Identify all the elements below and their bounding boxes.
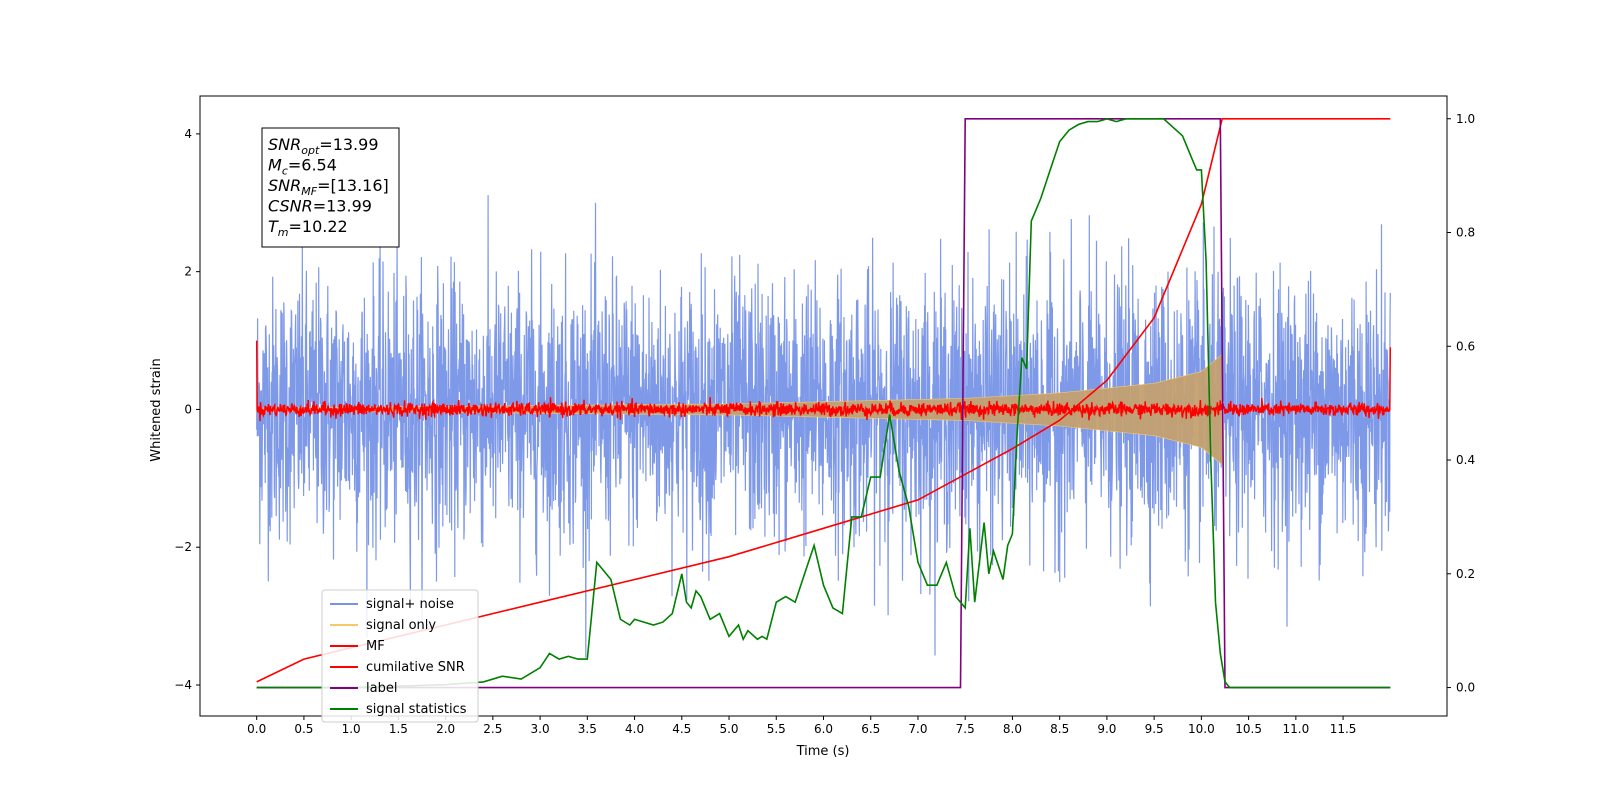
y-tick-label: 2 bbox=[184, 265, 192, 279]
x-tick-label: 4.0 bbox=[625, 722, 644, 736]
x-tick-label: 0.5 bbox=[294, 722, 313, 736]
x-tick-label: 6.5 bbox=[861, 722, 880, 736]
y2-tick-label: 0.4 bbox=[1456, 453, 1475, 467]
annotation-line: SNRMF=[13.16] bbox=[268, 176, 389, 198]
x-tick-label: 8.0 bbox=[1003, 722, 1022, 736]
y-tick-label: 0 bbox=[184, 402, 192, 416]
x-tick-label: 9.0 bbox=[1097, 722, 1116, 736]
y-axis-label: Whitened strain bbox=[149, 358, 164, 461]
y-tick-label: −2 bbox=[174, 540, 192, 554]
x-tick-label: 3.0 bbox=[531, 722, 550, 736]
series-mf bbox=[255, 340, 1392, 422]
x-tick-label: 4.5 bbox=[672, 722, 691, 736]
series-signal-statistics bbox=[256, 117, 1391, 689]
x-tick-label: 1.5 bbox=[389, 722, 408, 736]
legend-label: MF bbox=[366, 639, 385, 654]
annotation-line: Mc=6.54 bbox=[268, 156, 337, 178]
legend-label: signal only bbox=[366, 618, 436, 633]
legend-label: signal statistics bbox=[366, 702, 467, 717]
x-axis-label: Time (s) bbox=[796, 744, 850, 759]
legend: signal+ noise signal only MF cumilative SNR… bbox=[321, 589, 479, 723]
x-tick-label: 7.5 bbox=[956, 722, 975, 736]
x-tick-label: 6.0 bbox=[814, 722, 833, 736]
y2-tick-label: 0.0 bbox=[1456, 681, 1475, 695]
annotation-line: Tm=10.22 bbox=[268, 217, 348, 239]
x-tick-label: 11.0 bbox=[1282, 722, 1309, 736]
x-tick-label: 2.0 bbox=[436, 722, 455, 736]
y2-tick-label: 0.8 bbox=[1456, 226, 1475, 240]
x-tick-label: 11.5 bbox=[1330, 722, 1357, 736]
y2-tick-label: 1.0 bbox=[1456, 112, 1475, 126]
x-tick-label: 1.0 bbox=[342, 722, 361, 736]
x-tick-label: 5.5 bbox=[767, 722, 786, 736]
parameter-annotation: SNRopt=13.99Mc=6.54SNRMF=[13.16]CSNR=13.… bbox=[261, 127, 400, 248]
annotation-line: SNRopt=13.99 bbox=[268, 135, 379, 157]
annotation-box bbox=[261, 127, 400, 248]
x-tick-label: 2.5 bbox=[483, 722, 502, 736]
x-tick-label: 10.5 bbox=[1235, 722, 1262, 736]
x-tick-label: 5.0 bbox=[719, 722, 738, 736]
annotation-line: CSNR=13.99 bbox=[268, 197, 372, 216]
x-tick-label: 0.0 bbox=[247, 722, 266, 736]
x-tick-label: 8.5 bbox=[1050, 722, 1069, 736]
y-tick-label: 4 bbox=[184, 127, 192, 141]
x-tick-label: 9.5 bbox=[1145, 722, 1164, 736]
legend-label: label bbox=[366, 681, 397, 696]
y2-tick-label: 0.2 bbox=[1456, 567, 1475, 581]
legend-box bbox=[321, 589, 479, 723]
axes: 0.0 0.5 1.0 1.5 2.0 2.5 3.0 3.5 4.0 4.5 5.0 5.5 6.0 6… bbox=[174, 112, 1475, 736]
legend-label: signal+ noise bbox=[366, 597, 454, 612]
x-tick-label: 7.0 bbox=[908, 722, 927, 736]
x-tick-label: 3.5 bbox=[578, 722, 597, 736]
x-tick-label: 10.0 bbox=[1188, 722, 1215, 736]
plot-area bbox=[255, 117, 1392, 689]
y-tick-label: −4 bbox=[174, 678, 192, 692]
y2-tick-label: 0.6 bbox=[1456, 339, 1475, 353]
legend-label: cumilative SNR bbox=[366, 660, 465, 675]
